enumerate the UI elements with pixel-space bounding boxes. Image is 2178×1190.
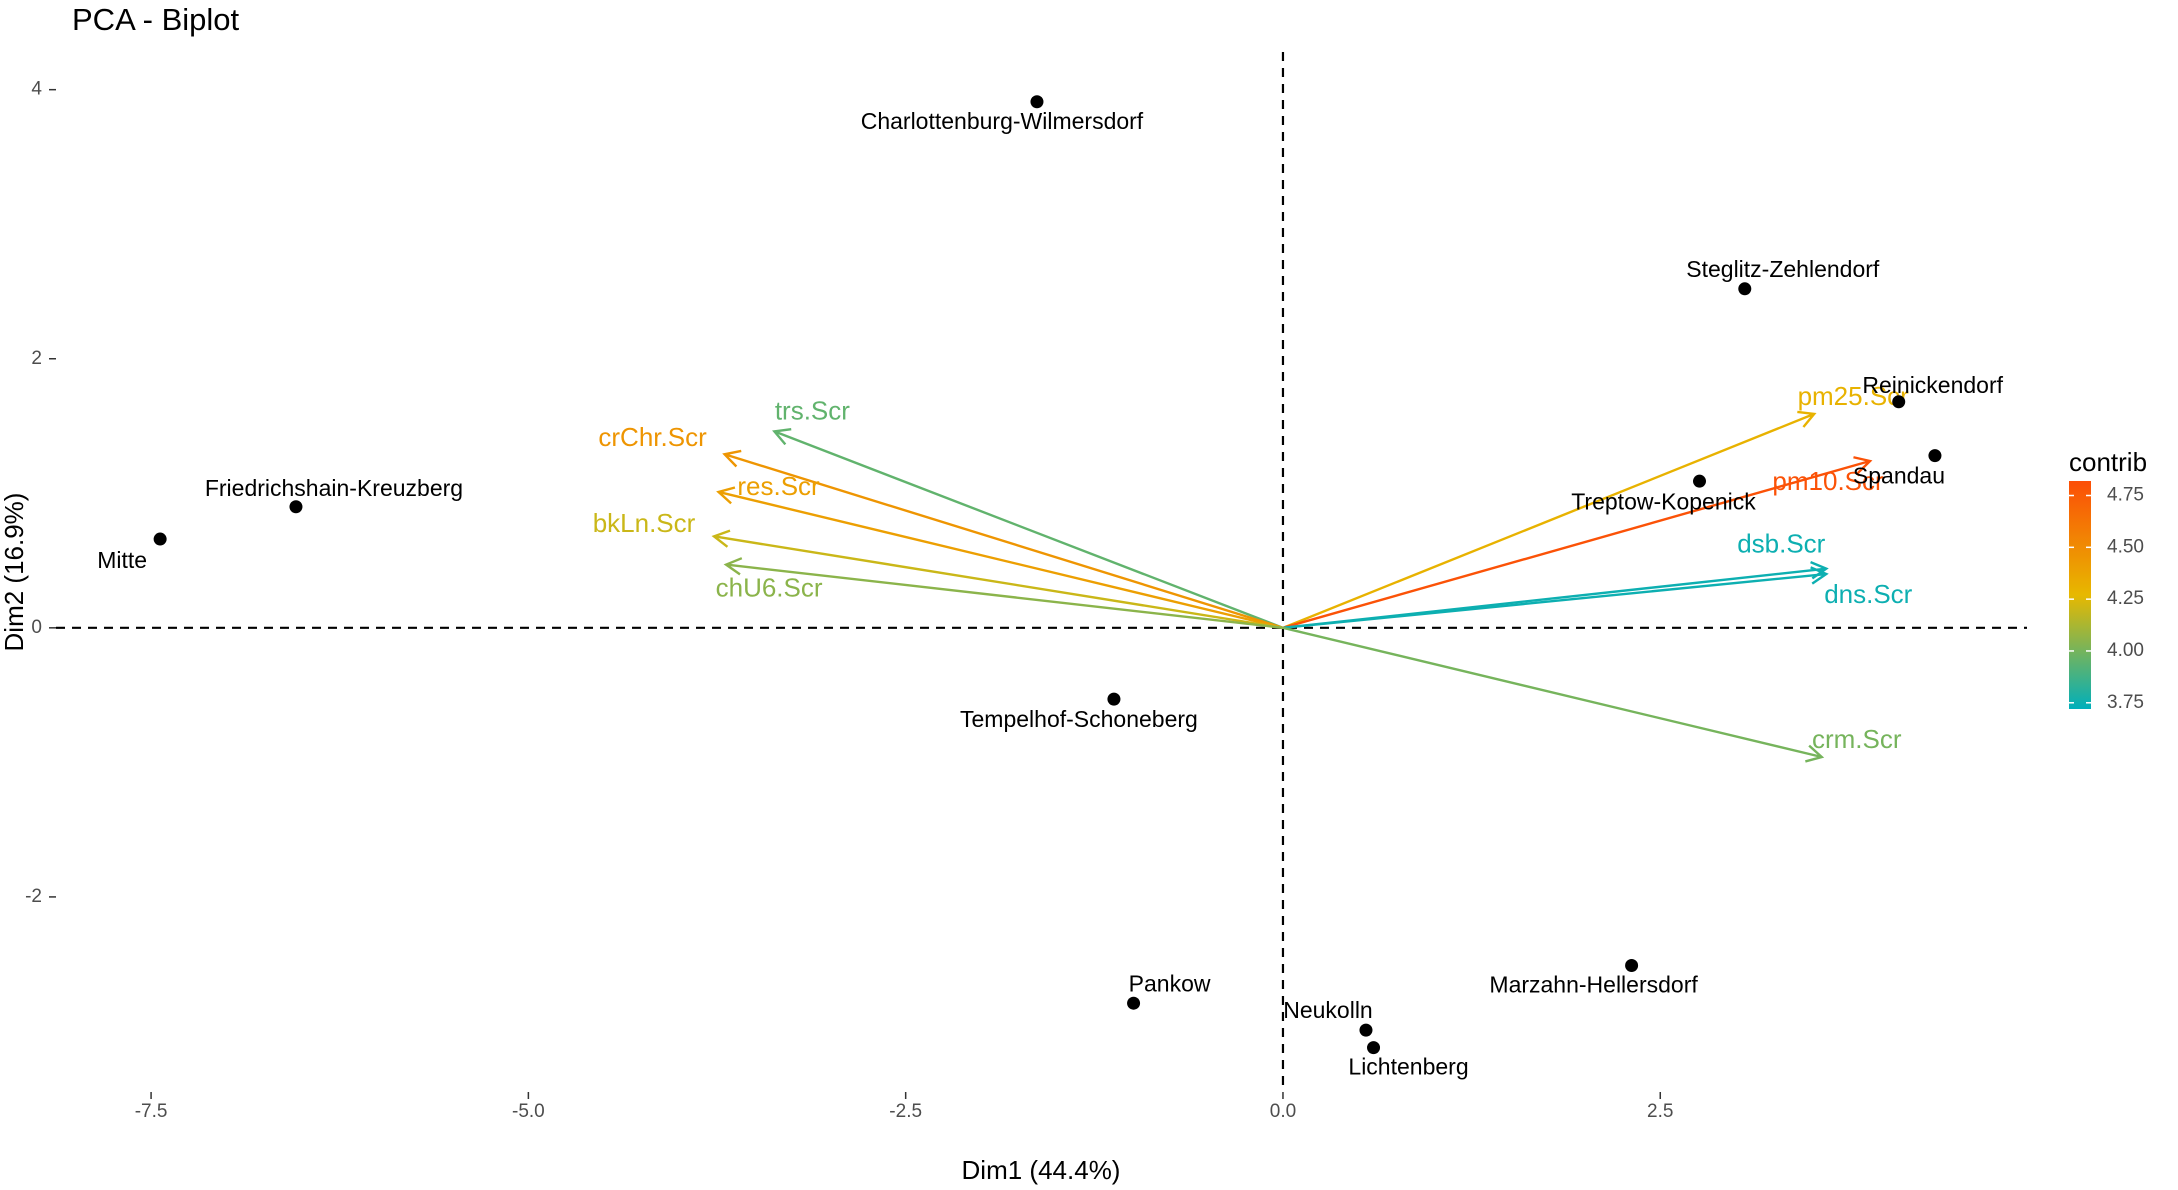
legend-tick-label: 3.75 (2107, 692, 2144, 713)
variable-arrow (711, 529, 1284, 630)
individual-point (1127, 996, 1141, 1010)
individual-label: Charlottenburg-Wilmersdorf (861, 108, 1144, 134)
legend-title: contrib (2069, 447, 2147, 477)
individual-label: Steglitz-Zehlendorf (1686, 256, 1880, 282)
individual-label: Neukolln (1283, 997, 1373, 1023)
variable-label: pm25.Scr (1798, 381, 1910, 411)
individual-point (1367, 1041, 1381, 1055)
individual-label: Reinickendorf (1862, 372, 2003, 398)
variable-label: dsb.Scr (1737, 529, 1825, 559)
variable-arrow (1282, 456, 1873, 629)
individual-label: Pankow (1129, 970, 1211, 996)
legend-colorbar (2069, 481, 2091, 709)
individual-label: Spandau (1853, 463, 1945, 489)
x-tick-label: 0.0 (1270, 1101, 1296, 1122)
variable-label: trs.Scr (775, 395, 850, 425)
individual-point (1030, 95, 1044, 109)
variable-label: crm.Scr (1812, 724, 1902, 754)
y-tick-label: 2 (31, 348, 42, 369)
variable-label: pm10.Scr (1772, 466, 1884, 496)
y-tick-label: -2 (25, 886, 42, 907)
y-tick-label: 4 (31, 79, 42, 100)
variable-arrow (716, 486, 1284, 630)
chart-title: PCA - Biplot (72, 2, 240, 37)
variable-label: crChr.Scr (598, 422, 707, 452)
variable-label: chU6.Scr (716, 572, 823, 602)
individual-point (1892, 395, 1906, 409)
y-axis-title: Dim2 (16.9%) (0, 493, 29, 652)
individual-label: Friedrichshain-Kreuzberg (205, 475, 463, 501)
y-tick-label: 0 (31, 617, 42, 638)
individual-point (1625, 959, 1639, 973)
variable-arrow (772, 427, 1284, 629)
x-tick-label: -5.0 (512, 1101, 545, 1122)
x-tick-label: 2.5 (1647, 1101, 1673, 1122)
individual-point (1359, 1023, 1373, 1037)
x-tick-label: -2.5 (889, 1101, 922, 1122)
individual-label: Marzahn-Hellersdorf (1489, 972, 1698, 998)
variable-label: bkLn.Scr (593, 508, 696, 538)
individual-label: Tempelhof-Schoneberg (960, 706, 1198, 732)
individual-point (1738, 282, 1752, 296)
individual-point (1693, 474, 1707, 488)
variable-arrow (723, 557, 1284, 630)
individual-point (1107, 692, 1121, 706)
individual-label: Lichtenberg (1348, 1054, 1468, 1080)
individual-label: Mitte (97, 547, 147, 573)
legend-tick-label: 4.25 (2107, 588, 2144, 609)
legend-tick-label: 4.75 (2107, 485, 2144, 506)
individual-point (1928, 449, 1942, 463)
individual-label: Treptow-Kopenick (1571, 488, 1756, 514)
variable-arrow (1282, 626, 1825, 763)
variable-arrow (722, 449, 1284, 629)
x-tick-label: -7.5 (135, 1101, 168, 1122)
legend-tick-label: 4.00 (2107, 640, 2144, 661)
variable-arrow (1282, 566, 1829, 630)
individual-point (289, 500, 303, 514)
variable-label: res.Scr (737, 471, 820, 501)
individual-point (153, 532, 167, 546)
legend-tick-label: 4.50 (2107, 536, 2144, 557)
x-axis-title: Dim1 (44.4%) (962, 1155, 1121, 1185)
variable-arrow (1282, 410, 1817, 629)
variable-label: dns.Scr (1824, 579, 1912, 609)
